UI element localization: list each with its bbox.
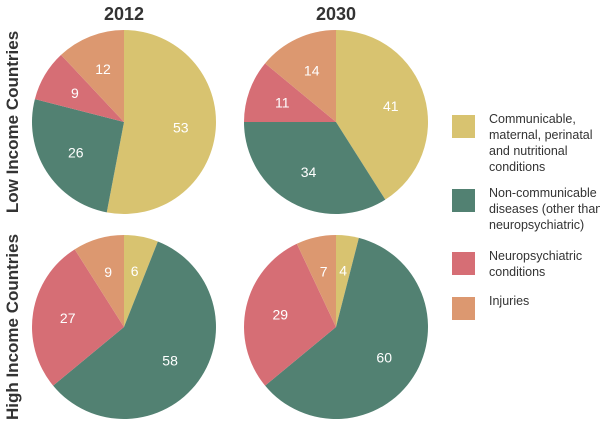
slice-label-noncommunicable: 58 (162, 353, 178, 369)
pie-slice-neuropsychiatric (244, 243, 336, 386)
slice-label-noncommunicable: 34 (301, 164, 317, 180)
slice-label-injuries: 14 (304, 62, 320, 78)
pie-high-income-countries-2012: 6 58 27 9 (31, 235, 216, 419)
slice-label-noncommunicable: 60 (376, 350, 392, 366)
pie-slice-injuries (61, 29, 124, 122)
column-title-2012: 2012 (104, 4, 144, 24)
pie-low-income-countries-2030: 41 34 11 14 (243, 30, 429, 215)
legend-label-neuropsychiatric: Neuropsychiatric conditions (489, 249, 582, 279)
pie-slice-noncommunicable (31, 99, 124, 213)
row-title-high-income: High Income Countries (3, 234, 22, 420)
legend-label-noncommunicable: Non-communicable diseases (other than neur… (489, 186, 600, 232)
legend-label-injuries: Injuries (489, 294, 529, 308)
legend-swatch-neuropsychiatric (452, 252, 475, 275)
pie-slice-communicable (336, 30, 429, 200)
slice-label-injuries: 9 (104, 264, 112, 280)
column-title-2030: 2030 (316, 4, 356, 24)
pie-slice-communicable (106, 30, 217, 214)
row-title-low-income: Low Income Countries (3, 31, 22, 213)
slice-label-communicable: 4 (339, 262, 347, 278)
slice-label-communicable: 6 (131, 263, 139, 279)
pie-slice-injuries (265, 30, 336, 122)
legend-swatch-injuries (452, 297, 475, 320)
pie-slice-neuropsychiatric (244, 63, 336, 122)
pie-slice-neuropsychiatric (34, 54, 124, 122)
pie-slice-neuropsychiatric (31, 249, 124, 386)
pie-low-income-countries-2012: 53 26 9 12 (31, 29, 217, 214)
slice-label-neuropsychiatric: 9 (71, 85, 79, 101)
legend-swatch-communicable (452, 115, 475, 138)
slice-label-neuropsychiatric: 27 (60, 310, 76, 326)
legend-item-noncommunicable: Non-communicable diseases (other than neur… (452, 186, 600, 232)
slice-label-injuries: 12 (95, 61, 111, 77)
pie-slice-communicable (124, 235, 158, 327)
legend-item-injuries: Injuries (452, 294, 529, 320)
pie-slice-noncommunicable (265, 237, 428, 419)
pie-slice-noncommunicable (243, 122, 386, 215)
slice-label-injuries: 7 (320, 263, 328, 279)
legend-label-communicable: Communicable, maternal, perinatal and nutr… (489, 112, 593, 174)
pie-slice-injuries (74, 235, 124, 327)
pie-slice-injuries (296, 235, 336, 327)
slice-label-communicable: 53 (173, 119, 189, 135)
legend-swatch-noncommunicable (452, 189, 475, 212)
slice-label-neuropsychiatric: 29 (273, 307, 289, 323)
slice-label-communicable: 41 (383, 98, 399, 114)
slice-label-neuropsychiatric: 11 (275, 95, 290, 111)
legend-item-communicable: Communicable, maternal, perinatal and nutr… (452, 112, 593, 174)
pie-slice-noncommunicable (53, 241, 216, 419)
pies: 53 26 9 12 41 34 11 14 6 58 27 9 4 60 29 7 (31, 29, 429, 419)
pie-high-income-countries-2030: 4 60 29 7 (244, 235, 428, 419)
pie-slice-communicable (336, 235, 359, 327)
legend: Communicable, maternal, perinatal and nutr… (452, 112, 600, 320)
slice-label-noncommunicable: 26 (68, 145, 84, 161)
legend-item-neuropsychiatric: Neuropsychiatric conditions (452, 249, 582, 279)
